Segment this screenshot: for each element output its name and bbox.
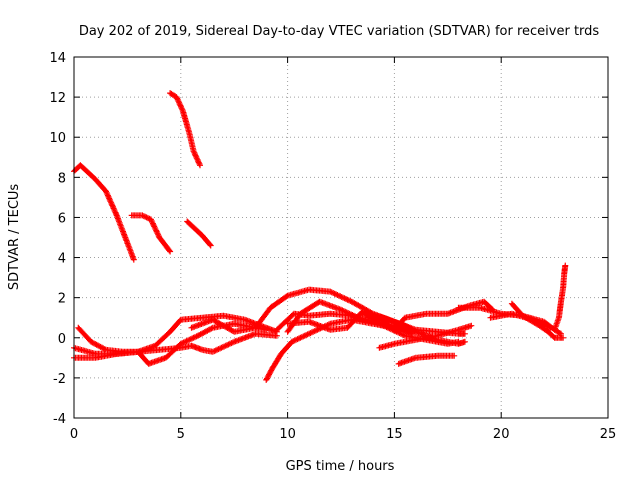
x-tick-label: 20 [493, 427, 510, 442]
axis-ticks: 0 5 10 15 20 25 -4 -2 0 2 4 6 8 10 12 14 [49, 51, 616, 442]
series-markers [128, 212, 174, 255]
x-tick-label: 15 [386, 427, 403, 442]
x-tick-label: 5 [177, 427, 185, 442]
y-tick-label: 2 [58, 292, 66, 307]
series-pass-06 [71, 330, 280, 357]
series-pass-07 [71, 320, 270, 367]
series-markers [508, 300, 567, 341]
series-pass-19 [551, 262, 569, 333]
series-pass-03 [167, 90, 203, 169]
series-markers [395, 352, 458, 367]
data-series-layer [71, 90, 569, 383]
series-markers [71, 330, 280, 357]
series-markers [71, 320, 270, 367]
y-axis-label: SDTVAR / TECUs [7, 184, 22, 291]
y-tick-label: 10 [49, 131, 66, 146]
series-pass-04 [184, 218, 214, 249]
y-tick-label: 8 [58, 171, 66, 186]
series-pass-15 [395, 352, 458, 367]
series-markers [184, 218, 214, 249]
series-markers [167, 90, 203, 169]
plot-frame [73, 56, 609, 419]
series-markers [376, 322, 475, 351]
series-pass-14 [376, 322, 475, 351]
y-tick-label: 12 [49, 91, 66, 106]
series-markers [551, 262, 569, 333]
y-tick-label: 0 [58, 332, 66, 347]
y-tick-label: 6 [58, 211, 66, 226]
chart-title: Day 202 of 2019, Sidereal Day-to-day VTE… [79, 24, 600, 39]
y-tick-label: -4 [53, 412, 66, 427]
grid-lines [74, 57, 608, 418]
x-tick-label: 0 [70, 427, 78, 442]
series-pass-02 [128, 212, 174, 255]
x-tick-label: 10 [279, 427, 296, 442]
y-tick-label: 4 [58, 252, 66, 267]
x-axis-label: GPS time / hours [286, 459, 395, 474]
y-tick-label: -2 [53, 372, 66, 387]
series-pass-18 [508, 300, 567, 341]
y-tick-label: 14 [49, 51, 66, 66]
x-tick-label: 25 [600, 427, 617, 442]
